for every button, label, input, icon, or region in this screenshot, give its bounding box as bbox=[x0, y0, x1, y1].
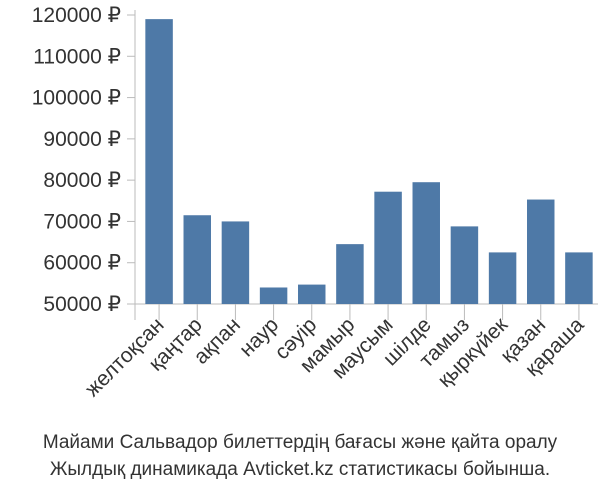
axes bbox=[127, 10, 598, 320]
chart-caption-line-1: Майами Сальвадор билеттердің бағасы және… bbox=[42, 432, 558, 453]
bar-7 bbox=[412, 182, 440, 304]
bar-9 bbox=[488, 252, 517, 304]
bar-10 bbox=[527, 199, 555, 304]
y-tick-label: 50000 ₽ bbox=[43, 293, 121, 316]
y-tick-label: 120000 ₽ bbox=[32, 4, 121, 27]
bar-3 bbox=[259, 287, 288, 304]
bar-4 bbox=[298, 284, 326, 304]
bar-11 bbox=[565, 252, 593, 304]
bar-0 bbox=[145, 19, 173, 304]
bar-chart: 50000 ₽ 60000 ₽ 70000 ₽ 80000 ₽ 90000 ₽ 10000… bbox=[32, 4, 598, 401]
chart-caption-line-2: Жылдық динамикада Avticket.kz статистика… bbox=[49, 459, 551, 480]
y-tick-label: 70000 ₽ bbox=[43, 210, 121, 233]
bar-6 bbox=[374, 191, 402, 304]
bars bbox=[145, 19, 593, 304]
bar-1 bbox=[183, 215, 211, 304]
y-tick-label: 60000 ₽ bbox=[43, 252, 121, 275]
bar-5 bbox=[336, 244, 364, 304]
bar-2 bbox=[221, 221, 250, 304]
y-tick-label: 100000 ₽ bbox=[32, 87, 121, 110]
labels: 50000 ₽ 60000 ₽ 70000 ₽ 80000 ₽ 90000 ₽ 10000… bbox=[32, 4, 589, 401]
y-tick-label: 80000 ₽ bbox=[43, 169, 121, 192]
y-tick-label: 90000 ₽ bbox=[43, 128, 121, 151]
bar-8 bbox=[450, 226, 479, 304]
y-tick-label: 110000 ₽ bbox=[33, 45, 121, 68]
